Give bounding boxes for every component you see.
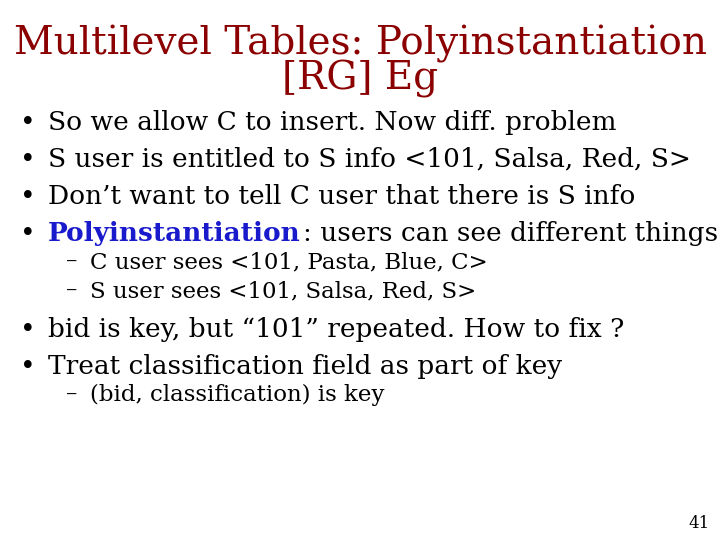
Text: : users can see different things: : users can see different things [302, 221, 718, 246]
Text: Multilevel Tables: Polyinstantiation: Multilevel Tables: Polyinstantiation [14, 25, 706, 63]
Text: •: • [20, 354, 36, 379]
Text: –: – [66, 251, 78, 273]
Text: •: • [20, 317, 36, 342]
Text: (bid, classification) is key: (bid, classification) is key [90, 384, 384, 406]
Text: C user sees <101, Pasta, Blue, C>: C user sees <101, Pasta, Blue, C> [90, 251, 487, 273]
Text: •: • [20, 110, 36, 135]
Text: Polyinstantiation: Polyinstantiation [48, 221, 301, 246]
Text: Treat classification field as part of key: Treat classification field as part of ke… [48, 354, 562, 379]
Text: •: • [20, 184, 36, 209]
Text: Don’t want to tell C user that there is S info: Don’t want to tell C user that there is … [48, 184, 635, 209]
Text: [RG] Eg: [RG] Eg [282, 60, 438, 98]
Text: –: – [66, 280, 78, 302]
Text: –: – [66, 384, 78, 406]
Text: •: • [20, 221, 36, 246]
Text: S user sees <101, Salsa, Red, S>: S user sees <101, Salsa, Red, S> [90, 280, 476, 302]
Text: 41: 41 [689, 515, 710, 532]
Text: •: • [20, 147, 36, 172]
Text: So we allow C to insert. Now diff. problem: So we allow C to insert. Now diff. probl… [48, 110, 616, 135]
Text: S user is entitled to S info <101, Salsa, Red, S>: S user is entitled to S info <101, Salsa… [48, 147, 691, 172]
Text: bid is key, but “101” repeated. How to fix ?: bid is key, but “101” repeated. How to f… [48, 317, 624, 342]
